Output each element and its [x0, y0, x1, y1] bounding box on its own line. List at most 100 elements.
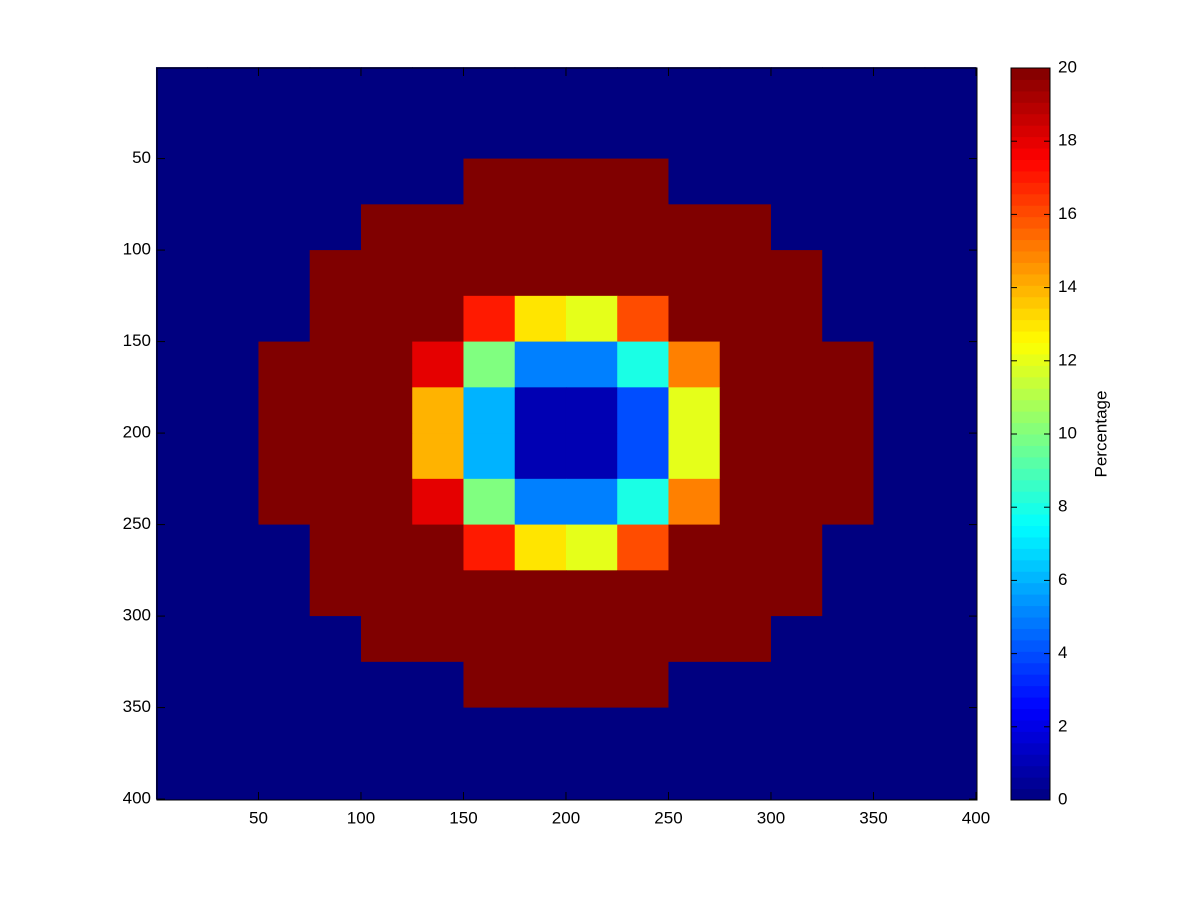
- colorbar-swatch: [1011, 353, 1050, 366]
- heatmap-cell: [360, 433, 413, 480]
- colorbar-tick-label: 12: [1058, 350, 1077, 369]
- heatmap-cell: [770, 753, 823, 800]
- heatmap-cell: [770, 341, 823, 388]
- heatmap-cell: [924, 524, 977, 571]
- heatmap-cell: [565, 295, 618, 343]
- x-tick-label: 300: [757, 808, 785, 827]
- heatmap-cell: [668, 250, 721, 297]
- heatmap-cell: [309, 204, 362, 251]
- heatmap-cell: [463, 616, 516, 663]
- heatmap-cell: [514, 112, 567, 160]
- colorbar-swatch: [1011, 136, 1050, 149]
- colorbar-swatch: [1011, 319, 1050, 332]
- heatmap-cell: [565, 158, 618, 205]
- heatmap-cell: [412, 387, 464, 434]
- colorbar-swatch: [1011, 102, 1050, 115]
- heatmap-cell: [412, 524, 464, 571]
- heatmap-cell: [412, 158, 464, 205]
- heatmap-cell: [155, 158, 208, 205]
- heatmap-cell: [258, 204, 311, 251]
- heatmap-cell: [360, 250, 413, 297]
- heatmap-cell: [924, 250, 977, 297]
- heatmap-cell: [514, 158, 567, 205]
- heatmap-cell: [924, 204, 977, 251]
- heatmap-cell: [155, 112, 208, 160]
- heatmap-cell: [924, 661, 977, 709]
- heatmap-cell: [770, 158, 823, 205]
- heatmap-cell: [617, 707, 669, 754]
- colorbar-swatch: [1011, 502, 1050, 515]
- heatmap-cell: [463, 250, 516, 297]
- heatmap-cell: [258, 570, 311, 617]
- heatmap-cell: [360, 524, 413, 571]
- colorbar-swatch: [1011, 376, 1050, 389]
- heatmap-cell: [873, 112, 926, 160]
- heatmap-cell: [155, 661, 208, 709]
- heatmap-cell: [873, 570, 926, 617]
- heatmap-cell: [617, 158, 669, 205]
- heatmap-cell: [668, 204, 721, 251]
- heatmap-cell: [155, 524, 208, 571]
- heatmap-cell: [412, 295, 464, 343]
- colorbar-tick-label: 0: [1058, 789, 1067, 808]
- x-tick-label: 150: [449, 808, 477, 827]
- heatmap-cell: [514, 387, 567, 434]
- colorbar-swatch: [1011, 388, 1050, 401]
- heatmap-cell: [770, 67, 823, 114]
- colorbar-swatch: [1011, 559, 1050, 572]
- heatmap-cell: [924, 753, 977, 800]
- heatmap-cell: [412, 753, 464, 800]
- heatmap-cell: [822, 295, 874, 343]
- heatmap-cell: [258, 295, 311, 343]
- heatmap-cell: [565, 478, 618, 526]
- heatmap-cell: [412, 570, 464, 617]
- heatmap-cell: [258, 158, 311, 205]
- heatmap-cell: [155, 478, 208, 526]
- heatmap-cell: [924, 707, 977, 754]
- heatmap-cell: [617, 524, 669, 571]
- heatmap-cell: [770, 433, 823, 480]
- heatmap-cell: [873, 67, 926, 114]
- heatmap-cell: [668, 524, 721, 571]
- heatmap-cell: [207, 616, 259, 663]
- colorbar-swatch: [1011, 536, 1050, 549]
- heatmap-cell: [770, 570, 823, 617]
- y-tick-label: 150: [123, 331, 151, 350]
- heatmap-cell: [770, 204, 823, 251]
- heatmap-cell: [309, 295, 362, 343]
- heatmap-cell: [412, 67, 464, 114]
- heatmap-cell: [822, 753, 874, 800]
- heatmap-cell: [412, 478, 464, 526]
- heatmap-cell: [617, 661, 669, 709]
- colorbar-tick-label: 4: [1058, 643, 1067, 662]
- heatmap-cell: [360, 387, 413, 434]
- colorbar-swatch: [1011, 788, 1050, 801]
- colorbar-swatch: [1011, 216, 1050, 229]
- heatmap-cell: [668, 478, 721, 526]
- heatmap-cell: [617, 616, 669, 663]
- y-tick-label: 400: [123, 789, 151, 808]
- heatmap-cell: [770, 387, 823, 434]
- heatmap-cell: [822, 616, 874, 663]
- heatmap-cell: [258, 524, 311, 571]
- colorbar-swatch: [1011, 571, 1050, 584]
- colorbar-swatch: [1011, 113, 1050, 126]
- heatmap-cell: [463, 295, 516, 343]
- colorbar-swatch: [1011, 285, 1050, 298]
- heatmap-cell: [924, 112, 977, 160]
- heatmap-cell: [565, 387, 618, 434]
- heatmap-cell: [617, 433, 669, 480]
- heatmap-cell: [463, 67, 516, 114]
- colorbar-tick-label: 6: [1058, 570, 1067, 589]
- heatmap-cell: [207, 341, 259, 388]
- colorbar-swatch: [1011, 685, 1050, 698]
- heatmap-cell: [873, 295, 926, 343]
- heatmap-cell: [668, 387, 721, 434]
- heatmap-cell: [207, 478, 259, 526]
- heatmap-cell: [565, 112, 618, 160]
- heatmap-cell: [565, 341, 618, 388]
- heatmap-cell: [924, 387, 977, 434]
- heatmap-cell: [258, 616, 311, 663]
- colorbar-swatch: [1011, 148, 1050, 160]
- heatmap-cell: [155, 341, 208, 388]
